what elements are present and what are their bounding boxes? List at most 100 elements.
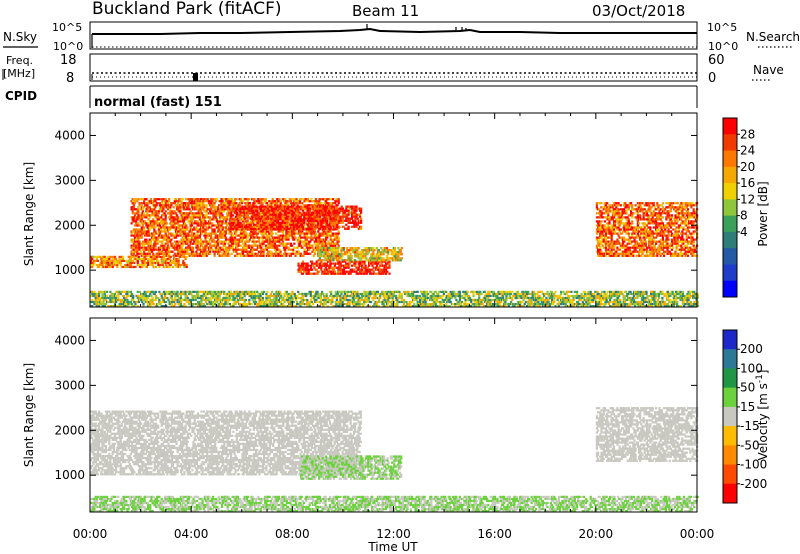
power-cell [272,202,275,205]
power-cell [323,204,327,207]
power-cell [156,218,159,221]
power-cell [317,207,321,210]
power-cell [202,250,205,253]
power-cell [595,244,598,247]
power-cell [259,221,262,224]
power-cell [246,200,249,203]
power-cell [137,255,140,258]
power-cell [597,228,600,231]
power-cell [326,252,329,255]
power-cell [292,250,295,253]
power-cell [148,252,151,255]
power-cell [186,212,189,215]
power-cell [219,226,222,229]
power-cell [160,228,163,231]
power-cell [301,225,305,228]
power-cell [202,220,205,223]
power-cell [143,212,146,215]
power-cell [355,205,358,208]
power-cell [255,254,258,257]
power-cell [329,225,332,228]
power-cell [227,222,230,225]
power-cell [618,224,621,227]
power-cell [604,212,608,215]
power-cell [295,227,298,230]
power-cell [176,232,179,235]
power-cell [149,250,152,253]
power-cell [153,236,156,239]
power-cell [263,215,266,218]
power-cell [314,232,317,235]
power-cell [130,222,133,225]
power-cell [149,244,152,247]
power-cell [601,230,604,233]
power-cell [359,253,362,256]
power-cell [150,259,153,262]
power-cell [214,216,217,219]
power-cell [157,254,160,257]
power-cell [181,236,184,239]
power-cell [385,255,389,258]
power-cell [239,230,242,233]
power-cell [217,208,220,211]
power-cell [220,198,223,201]
power-cell [230,219,233,222]
power-cell [157,259,160,262]
power-cell [156,220,159,223]
power-cell [307,207,310,210]
power-cell [281,230,284,233]
power-cell [186,204,189,207]
power-cell [221,234,224,237]
power-cell [361,260,364,263]
power-cell [206,222,209,225]
power-cell [354,211,357,214]
power-cell [300,212,303,215]
power-cell [219,208,222,211]
power-cell [273,209,276,212]
power-cell [143,250,146,253]
power-cell [144,257,147,260]
power-cell [245,209,248,212]
power-cell [607,252,610,255]
power-cell [189,218,192,221]
power-cell [250,248,253,251]
power-cell [141,220,144,223]
power-cell [276,248,279,251]
power-cell [604,254,608,257]
power-cell [213,214,216,217]
power-cell [259,244,262,247]
power-cell [604,250,608,253]
power-cell [348,255,351,258]
power-cell [196,248,199,251]
power-cell [305,227,308,230]
power-cell [270,238,273,241]
power-cell [177,263,180,267]
power-cell [267,230,270,233]
power-cell [615,206,618,209]
power-cell [201,204,204,207]
power-cell [212,238,215,241]
power-cell [270,202,273,205]
power-cell [327,198,330,201]
power-cell [151,238,154,241]
power-cell [137,212,140,215]
power-cell [132,246,135,249]
power-cell [357,227,360,230]
power-cell [214,208,217,211]
power-cell [263,217,266,220]
power-cell [186,252,189,255]
power-cell [177,230,180,233]
power-cell [617,208,620,211]
power-cell [211,222,214,225]
power-cell [317,259,320,262]
power-cell [305,232,308,235]
power-cell [228,254,231,257]
power-cell [162,198,165,201]
power-cell [246,236,249,239]
power-cell [144,222,147,225]
power-cell [238,217,241,220]
power-cell [132,244,135,247]
power-cell [285,254,288,257]
power-cell [174,212,178,215]
power-cell [144,238,147,241]
